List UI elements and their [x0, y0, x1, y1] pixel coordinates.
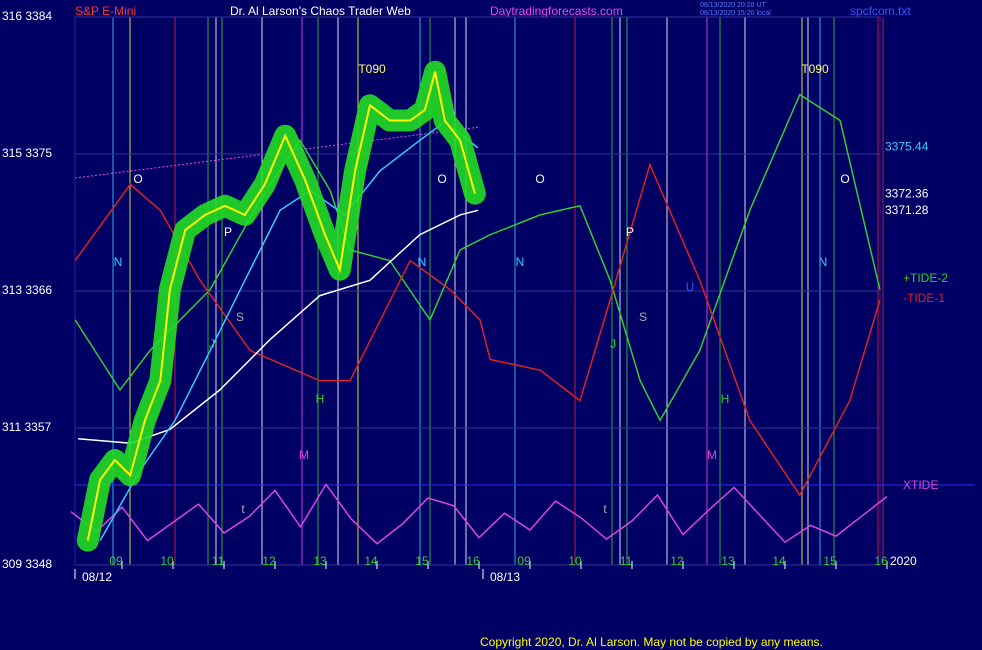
last-value-label: 3372.36: [885, 186, 929, 200]
title: Dr. Al Larson's Chaos Trader Web: [230, 4, 411, 18]
y-tick-label: 316 3384: [2, 9, 52, 23]
copyright: Copyright 2020, Dr. Al Larson. May not b…: [480, 635, 823, 649]
series-line: [70, 482, 888, 545]
x-tick-label: 13: [721, 554, 735, 568]
cycle-annotation: J: [209, 337, 215, 351]
x-tick-label: 15: [415, 554, 429, 568]
cycle-annotation: t: [603, 502, 607, 516]
y-tick-label: 311 3357: [2, 420, 51, 434]
cycle-annotation: N: [516, 255, 525, 269]
cycle-annotation: P: [626, 225, 634, 239]
legend-entry: +TIDE-2: [903, 271, 948, 285]
cycle-annotation: O: [133, 172, 142, 186]
cycle-annotation: P: [224, 225, 232, 239]
y-tick-label: 315 3375: [2, 146, 52, 160]
cycle-annotation: O: [840, 172, 849, 186]
file-name: spcfcom.txt: [850, 4, 911, 18]
x-tick-label: 15: [823, 554, 837, 568]
cycle-annotation: H: [721, 392, 730, 406]
cycle-annotation: S: [236, 310, 244, 324]
x-tick-label: 11: [212, 554, 225, 568]
cycle-annotation: J: [610, 337, 616, 351]
cycle-annotation: N: [819, 255, 828, 269]
cycle-annotation: M: [299, 448, 309, 462]
date-label: 08/12: [82, 570, 112, 584]
last-value-label: 3375.44: [885, 139, 929, 153]
x-tick-label: 14: [772, 554, 786, 568]
cycle-annotation: S: [639, 310, 647, 324]
cycle-annotation: H: [316, 392, 325, 406]
cycle-annotation: N: [418, 255, 427, 269]
cycle-annotation: T090: [358, 62, 386, 76]
cycle-annotation: N: [114, 255, 123, 269]
x-tick-label: 16: [874, 554, 888, 568]
x-tick-label: 10: [568, 554, 582, 568]
cycle-annotation: O: [535, 172, 544, 186]
legend-entry: -TIDE-1: [903, 291, 945, 305]
last-value-label: 3371.28: [885, 203, 929, 217]
site: Daytradingforecasts.com: [490, 4, 623, 18]
cycle-annotation: T090: [801, 62, 829, 76]
x-tick-label: 12: [670, 554, 684, 568]
x-tick-label: 11: [620, 554, 633, 568]
symbol: S&P E-Mini: [75, 4, 136, 18]
year: 2020: [890, 554, 917, 568]
cycle-annotation: O: [437, 172, 446, 186]
x-tick-label: 10: [160, 554, 174, 568]
x-tick-label: 14: [364, 554, 378, 568]
date-label: 08/13: [490, 570, 520, 584]
cycle-annotation: M: [707, 448, 717, 462]
cycle-annotation: t: [241, 502, 245, 516]
stamp: 08/13/2020 20:20 UT: [700, 2, 766, 9]
legend-entry: XTIDE: [903, 478, 938, 492]
cycle-annotation: U: [686, 280, 695, 294]
x-tick-label: 16: [466, 554, 480, 568]
series-line: [74, 93, 881, 422]
series-line: [99, 121, 479, 541]
x-tick-label: 13: [313, 554, 327, 568]
series-line: [74, 162, 881, 497]
series-line: [86, 71, 476, 541]
stamp: 08/13/2020 15:20 local: [700, 10, 771, 17]
y-tick-label: 309 3348: [2, 557, 52, 571]
x-tick-label: 09: [109, 554, 123, 568]
x-tick-label: 09: [517, 554, 531, 568]
x-tick-label: 12: [262, 554, 276, 568]
y-tick-label: 313 3366: [2, 283, 52, 297]
